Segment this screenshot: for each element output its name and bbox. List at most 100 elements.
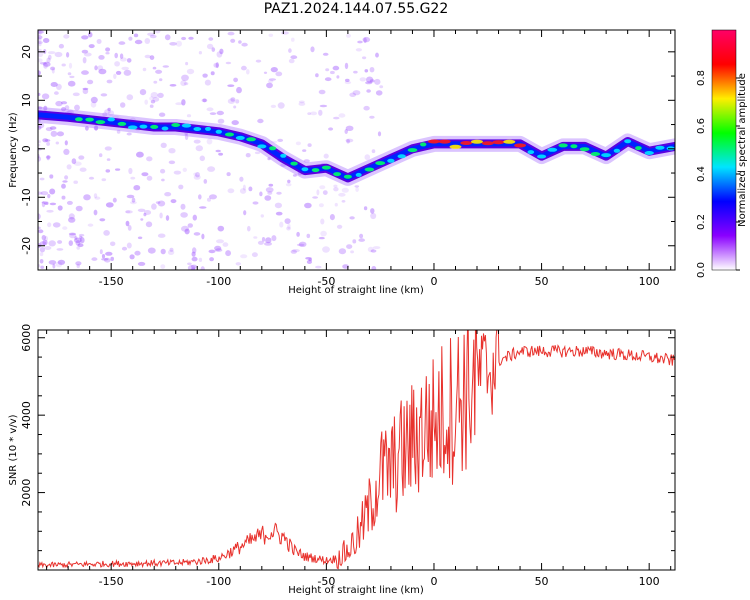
noise-speckle [333, 184, 338, 188]
noise-speckle [120, 102, 126, 108]
noise-speckle [157, 92, 164, 98]
noise-speckle [56, 83, 62, 90]
noise-speckle [140, 218, 144, 221]
noise-speckle [88, 176, 95, 180]
noise-speckle [210, 71, 215, 76]
spectrogram-noise [38, 30, 384, 270]
noise-speckle [245, 153, 251, 158]
noise-speckle [202, 98, 207, 103]
noise-speckle [90, 96, 98, 104]
noise-speckle [170, 199, 177, 204]
noise-speckle [106, 79, 113, 84]
noise-speckle [126, 242, 132, 249]
noise-speckle [332, 65, 340, 71]
noise-speckle [134, 39, 143, 45]
noise-speckle [119, 53, 124, 59]
noise-speckle [369, 115, 375, 119]
noise-speckle [315, 73, 319, 78]
noise-speckle [149, 104, 154, 108]
noise-speckle [49, 202, 57, 206]
noise-speckle [208, 249, 216, 254]
colorbar-frame [711, 29, 737, 271]
ridge-peak [397, 154, 406, 159]
noise-speckle [54, 51, 63, 58]
noise-speckle [185, 61, 189, 66]
noise-speckle [105, 251, 113, 256]
noise-speckle [363, 206, 368, 211]
spectrogram-y-ticks: 20 10 0 -10 -20 [20, 45, 675, 271]
noise-speckle [57, 259, 66, 265]
noise-speckle [247, 225, 251, 232]
spectrogram-y-label: Frequency (Hz) [8, 112, 19, 188]
noise-speckle [181, 36, 187, 41]
noise-speckle [157, 233, 166, 238]
noise-speckle [87, 79, 94, 85]
ridge-peak [150, 124, 159, 129]
noise-speckle [257, 118, 264, 124]
noise-speckle [112, 115, 119, 119]
noise-speckle [38, 143, 41, 147]
noise-speckle [186, 114, 192, 118]
spectrogram-x-tick-label: -50 [317, 275, 335, 288]
noise-speckle [44, 202, 49, 206]
noise-speckle [48, 260, 57, 265]
noise-speckle [268, 33, 274, 37]
noise-speckle [38, 42, 42, 47]
ridge-peak [438, 139, 451, 144]
noise-speckle [79, 235, 83, 239]
noise-speckle [44, 246, 52, 250]
noise-speckle [68, 240, 74, 247]
noise-speckle [55, 141, 59, 145]
noise-speckle [76, 263, 80, 269]
spectrogram-x-tick-label: 0 [430, 275, 437, 288]
noise-speckle [241, 65, 247, 71]
noise-speckle [38, 48, 42, 52]
noise-speckle [328, 127, 334, 131]
noise-speckle [208, 37, 214, 41]
ridge-peak [503, 139, 516, 144]
colorbar-tick-label: 0.6 [696, 118, 707, 134]
noise-speckle [57, 205, 63, 211]
noise-speckle [306, 233, 311, 239]
noise-speckle [55, 100, 63, 107]
snr-x-label: Height of straight line (km) [288, 585, 424, 596]
noise-speckle [133, 185, 141, 191]
noise-speckle [193, 174, 201, 180]
noise-speckle [243, 210, 247, 216]
noise-speckle [184, 228, 190, 235]
snr-series-line [38, 330, 675, 570]
noise-speckle [190, 264, 198, 269]
noise-speckle [350, 250, 354, 254]
noise-speckle [227, 188, 235, 194]
noise-speckle [56, 248, 64, 251]
noise-speckle [345, 78, 350, 82]
spectrogram-x-tick-label: 100 [639, 275, 660, 288]
noise-speckle [73, 180, 78, 184]
noise-speckle [291, 37, 295, 42]
noise-speckle [162, 65, 169, 68]
noise-speckle [235, 262, 241, 266]
noise-speckle [106, 158, 111, 161]
ridge-peak [655, 145, 665, 150]
noise-speckle [58, 43, 64, 49]
noise-speckle [105, 47, 111, 52]
noise-speckle [324, 77, 332, 82]
noise-speckle [192, 214, 197, 221]
noise-speckle [127, 225, 132, 231]
noise-speckle [255, 59, 262, 63]
noise-speckle [238, 40, 242, 44]
noise-speckle [149, 55, 155, 60]
noise-speckle [330, 70, 335, 75]
noise-speckle [292, 174, 297, 177]
noise-speckle [114, 52, 118, 59]
ridge-peak [547, 147, 558, 152]
noise-speckle [349, 92, 357, 98]
noise-speckle [38, 229, 44, 234]
noise-speckle [81, 35, 89, 40]
ridge-peak [321, 165, 331, 170]
noise-speckle [46, 141, 50, 146]
noise-speckle [38, 226, 41, 230]
noise-speckle [99, 249, 103, 255]
noise-speckle [323, 153, 329, 159]
noise-speckle [216, 51, 223, 58]
